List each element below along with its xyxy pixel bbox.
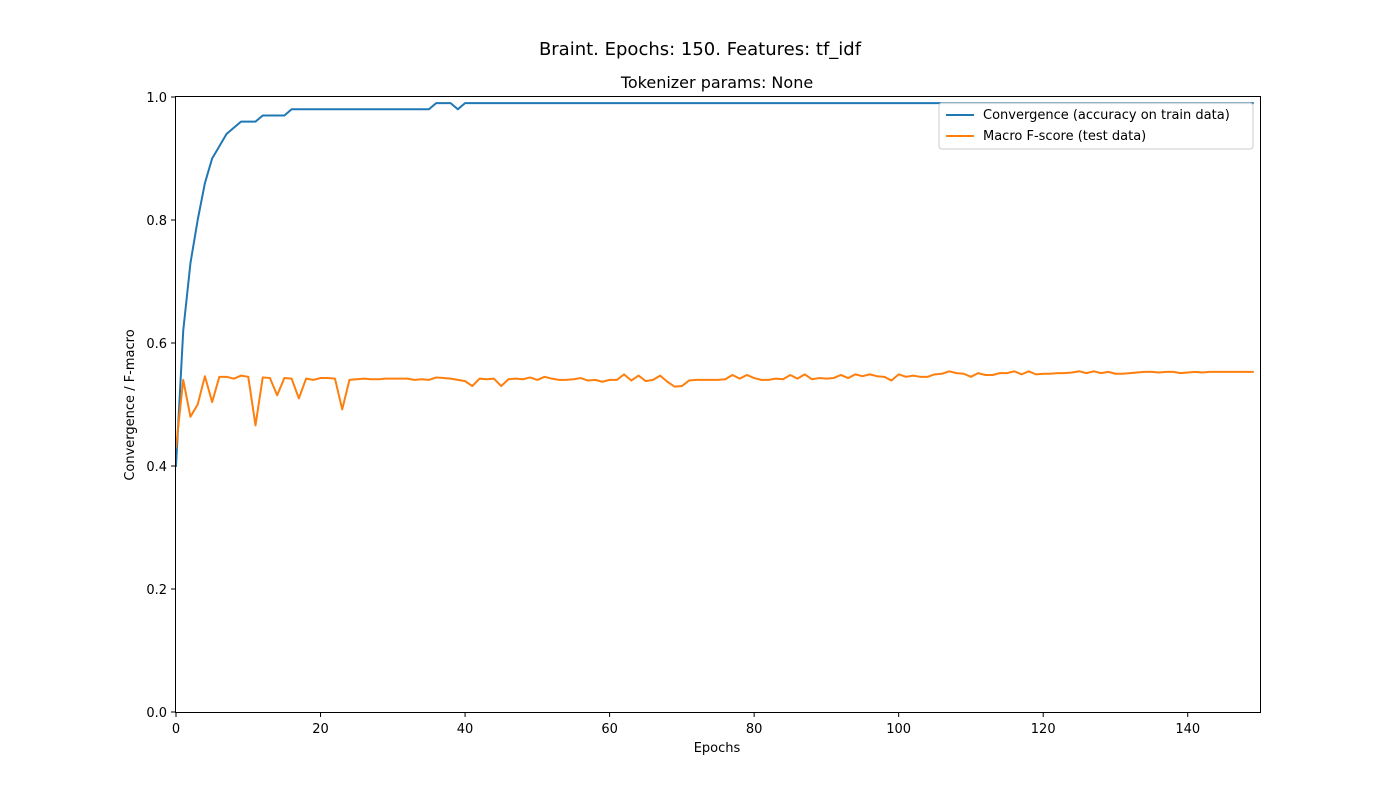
axis-ticks: 0 20 40 60 80 100 120 140 0.0 0.2 0.4 0.6 0.8 1.0 <box>146 91 1200 737</box>
y-tick-label: 0.8 <box>146 214 167 229</box>
x-tick-label: 60 <box>601 722 618 737</box>
axes-frame <box>175 96 1261 713</box>
y-tick-label: 0.2 <box>146 583 167 598</box>
y-tick-label: 0.6 <box>146 337 167 352</box>
y-tick-label: 1.0 <box>146 91 167 106</box>
legend: Convergence (accuracy on train data) Mac… <box>938 102 1254 150</box>
legend-label-macro-f-score: Macro F-score (test data) <box>983 129 1146 144</box>
chart-title: Tokenizer params: None <box>620 73 813 92</box>
y-tick-label: 0.0 <box>146 706 167 721</box>
legend-box <box>938 102 1254 150</box>
x-tick-label: 20 <box>312 722 329 737</box>
x-tick-label: 40 <box>457 722 474 737</box>
series-line-convergence-accuracy-on-train-data <box>174 102 1254 468</box>
y-axis-label: Convergence / F-macro <box>123 329 138 480</box>
x-tick-label: 100 <box>886 722 911 737</box>
plot-area <box>174 102 1254 468</box>
x-axis-label: Epochs <box>694 741 741 756</box>
legend-label-convergence: Convergence (accuracy on train data) <box>983 108 1230 123</box>
y-tick-label: 0.4 <box>146 460 167 475</box>
x-tick-label: 0 <box>172 722 180 737</box>
x-tick-label: 120 <box>1031 722 1056 737</box>
x-tick-label: 140 <box>1175 722 1200 737</box>
series-line-macro-f-score-test-data <box>174 370 1254 449</box>
x-tick-label: 80 <box>746 722 763 737</box>
figure-suptitle: Braint. Epochs: 150. Features: tf_idf <box>539 39 862 60</box>
